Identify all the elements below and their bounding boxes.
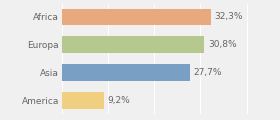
Bar [62,64,190,81]
Text: 32,3%: 32,3% [215,12,243,21]
Bar [62,92,104,109]
Text: 30,8%: 30,8% [208,40,236,49]
Text: 27,7%: 27,7% [193,68,222,77]
Text: 9,2%: 9,2% [108,96,130,105]
Bar [62,36,204,53]
Bar [62,9,211,25]
